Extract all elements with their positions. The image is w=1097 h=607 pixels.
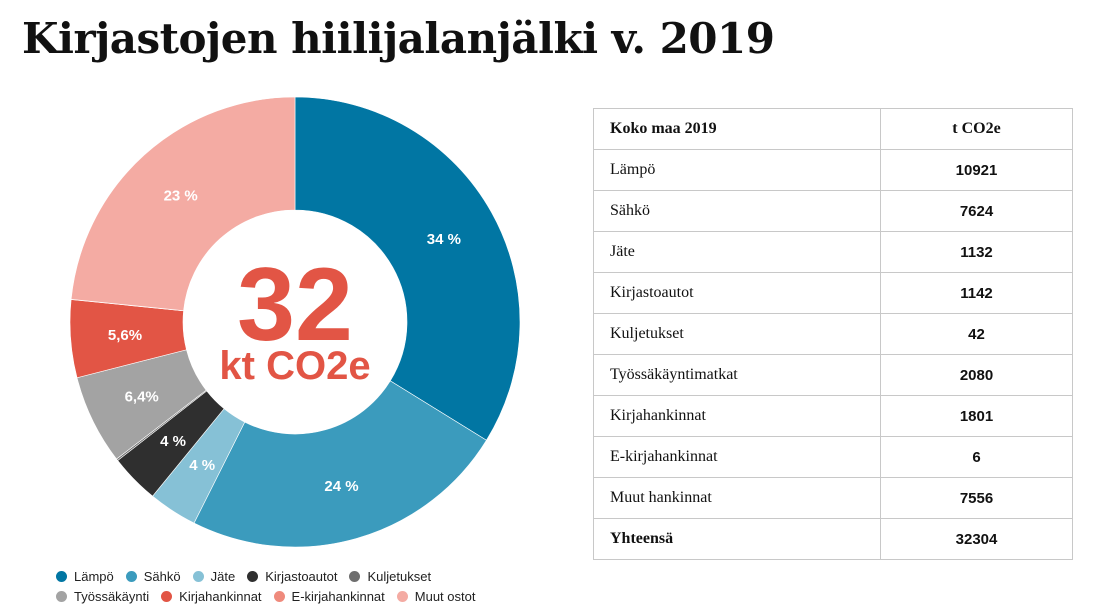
table-cell-value: 6 <box>880 436 1073 478</box>
legend-swatch <box>125 570 137 582</box>
legend-label: Kirjastoautot <box>265 568 338 584</box>
page-title: Kirjastojen hiilijalanjälki v. 2019 <box>22 14 775 63</box>
legend-row: Työssäkäynti Kirjahankinnat E-kirjahankinn… <box>56 586 556 606</box>
table-cell-category: Jäte <box>593 231 881 273</box>
table-cell-value: 32304 <box>880 518 1073 560</box>
table-header-row: Koko maa 2019 t CO2e <box>593 108 1073 150</box>
legend-label: Kuljetukset <box>367 568 432 584</box>
center-total-value: 32 <box>237 247 353 363</box>
legend-row: Lämpö Sähkö Jäte Kirjastoautot Kuljetukset <box>56 566 556 586</box>
table-cell-value: 1142 <box>880 272 1073 314</box>
legend-swatch <box>56 570 67 582</box>
slice-label-jate: 4 % <box>189 457 215 474</box>
table-cell-category: Muut hankinnat <box>593 477 881 519</box>
donut-chart: 34 % 24 % 4 %4 % 6,4% 5,6% 23 % 32 kt CO2e <box>69 96 521 548</box>
legend-swatch <box>192 570 204 582</box>
legend-swatch <box>396 590 408 602</box>
legend-swatch <box>273 590 285 602</box>
emissions-table: Koko maa 2019 t CO2e Lämpö 10921 Sähkö 7624… <box>593 108 1073 560</box>
slice-lampo <box>294 96 521 441</box>
table-total-row: Yhteensä 32304 <box>593 518 1073 560</box>
legend-label: Lämpö <box>74 568 114 584</box>
table-cell-category: Lämpö <box>593 149 881 191</box>
legend-item-lampo: Lämpö <box>56 569 114 584</box>
table-cell-category: Sähkö <box>593 190 881 232</box>
slice-label-muut-ostot: 23 % <box>164 187 198 204</box>
legend-swatch <box>349 570 361 582</box>
table-row: Muut hankinnat 7556 <box>593 477 1073 519</box>
legend-item-sahko: Sähkö <box>125 568 181 584</box>
legend-label: Sähkö <box>143 568 181 584</box>
table-row: Lämpö 10921 <box>593 149 1073 191</box>
table-cell-category: Yhteensä <box>593 518 881 560</box>
center-total-unit: kt CO2e <box>219 344 370 388</box>
legend-label: Työssäkäynti <box>74 588 150 604</box>
legend-label: Kirjahankinnat <box>179 588 262 604</box>
table-row: E-kirjahankinnat 6 <box>593 436 1073 478</box>
table-cell-value: 1801 <box>880 395 1073 437</box>
table-cell-value: 1132 <box>880 231 1073 273</box>
slice-muut-ostot <box>70 96 296 312</box>
legend-label: E-kirjahankinnat <box>291 588 385 604</box>
slice-label-lampo: 34 % <box>427 231 461 248</box>
legend-swatch <box>247 570 259 582</box>
table-cell-category: Kirjastoautot <box>593 272 881 314</box>
slice-label-tyossakaynti: 6,4% <box>125 389 159 406</box>
legend-item-e-kirjahankinnat: E-kirjahankinnat <box>273 588 385 604</box>
slice-sahko <box>193 380 487 548</box>
table-row: Sähkö 7624 <box>593 190 1073 232</box>
table-cell-value: 7624 <box>880 190 1073 232</box>
legend-item-kuljetukset: Kuljetukset <box>349 569 431 584</box>
chart-legend: Lämpö Sähkö Jäte Kirjastoautot Kuljetukset Ty… <box>56 566 556 606</box>
table-cell-category: Kirjahankinnat <box>593 395 881 437</box>
table-row: Jäte 1132 <box>593 231 1073 273</box>
slice-label-kirjahankinnat: 5,6% <box>108 327 142 344</box>
table-row: Kirjahankinnat 1801 <box>593 395 1073 437</box>
table-row: Työssäkäyntimatkat 2080 <box>593 354 1073 396</box>
table-cell-category: E-kirjahankinnat <box>593 436 881 478</box>
table-cell-value: 42 <box>880 313 1073 355</box>
legend-item-kirjahankinnat: Kirjahankinnat <box>161 588 262 604</box>
legend-item-muut-ostot: Muut ostot <box>396 588 476 604</box>
legend-swatch <box>161 590 173 602</box>
legend-label: Muut ostot <box>414 588 476 604</box>
slice-label-sahko: 24 % <box>324 478 358 495</box>
table-cell-category: Työssäkäyntimatkat <box>593 354 881 396</box>
table-cell-value: 7556 <box>880 477 1073 519</box>
table-row: Kuljetukset 42 <box>593 313 1073 355</box>
legend-item-tyossakaynti: Työssäkäynti <box>56 589 149 604</box>
legend-swatch <box>56 590 67 602</box>
slice-label-kirjastoautot: 4 % <box>160 433 186 450</box>
table-row: Kirjastoautot 1142 <box>593 272 1073 314</box>
table-cell-category: Kuljetukset <box>593 313 881 355</box>
legend-item-kirjastoautot: Kirjastoautot <box>247 569 337 584</box>
legend-label: Jäte <box>210 568 236 584</box>
table-header-category: Koko maa 2019 <box>593 108 881 150</box>
legend-item-jate: Jäte <box>192 568 236 584</box>
table-header-value: t CO2e <box>880 108 1073 150</box>
table-cell-value: 10921 <box>880 149 1073 191</box>
table-cell-value: 2080 <box>880 354 1073 396</box>
